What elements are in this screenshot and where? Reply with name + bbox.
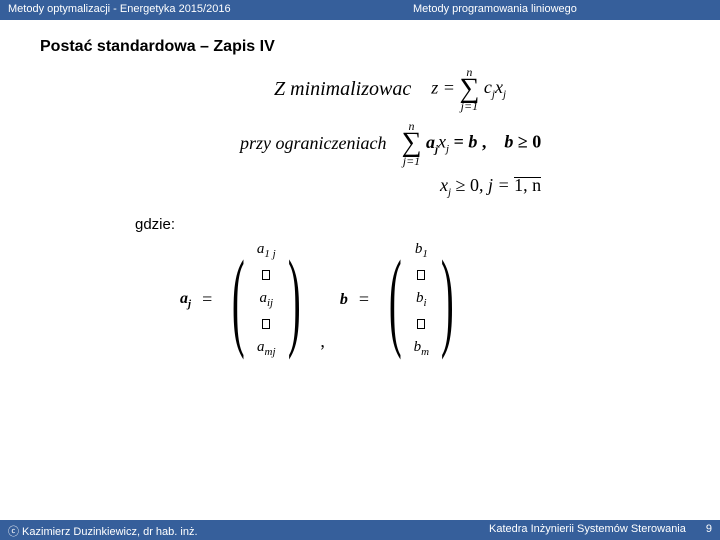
- page-number: 9: [706, 523, 712, 537]
- dots-a-2: [262, 319, 270, 329]
- b-vector: ( b1 bi bm ): [377, 241, 466, 358]
- x-sub: j: [503, 89, 506, 101]
- sum-objective: n ∑ j=1: [459, 66, 479, 112]
- slide-header: Metody optymalizacji - Energetyka 2015/2…: [0, 0, 720, 20]
- range-overline: 1, n: [514, 175, 541, 196]
- right-paren-a: ): [288, 250, 301, 349]
- slide-content: Postać standardowa – Zapis IV Z minimali…: [0, 20, 720, 358]
- footer-left: ⓒ Kazimierz Duzinkiewicz, dr hab. inż.: [8, 523, 198, 537]
- footer-dept: Katedra Inżynierii Systemów Sterowania: [489, 523, 686, 537]
- aj-sub: j: [188, 298, 191, 310]
- geq-zero: ≥ 0,: [456, 175, 488, 195]
- minimize-label: Z minimalizowac: [274, 78, 411, 101]
- sum-bottom: j=1: [461, 100, 478, 112]
- aij-sub: ij: [267, 297, 273, 309]
- b-row-3: bm: [414, 339, 429, 358]
- a-row-1: a1 j: [257, 241, 276, 260]
- range-text: 1, n: [514, 175, 541, 195]
- aj-eq: =: [202, 289, 212, 310]
- dots-a-1: [262, 270, 270, 280]
- x2-sub: j: [446, 143, 449, 155]
- z-eq-text: z =: [431, 77, 455, 97]
- sigma-symbol: ∑: [459, 78, 479, 100]
- amj-sub: mj: [265, 346, 276, 358]
- gdzie-label: gdzie:: [135, 216, 680, 233]
- nonneg-line: xj ≥ 0, j = 1, n: [440, 175, 680, 199]
- a-var: a: [426, 132, 435, 152]
- header-right-text: Metody programowania liniowego: [405, 0, 585, 20]
- aj-a: a: [180, 290, 188, 307]
- sum-term: cjxj: [484, 77, 506, 97]
- b-geq: b ≥ 0: [504, 132, 541, 152]
- eq-b: = b ,: [454, 132, 487, 152]
- header-left-text: Metody optymalizacji - Energetyka 2015/2…: [0, 0, 405, 20]
- a-term: aj: [426, 132, 438, 152]
- sigma-symbol-2: ∑: [401, 132, 421, 154]
- constraint-sum: n ∑ j=1 ajxj = b , b ≥ 0: [401, 120, 541, 166]
- x-nonneg: x: [440, 175, 448, 195]
- a-column: a1 j aij amj: [257, 241, 276, 358]
- a-row-2: aij: [259, 290, 273, 309]
- b-row-2: bi: [416, 290, 427, 309]
- x-nonneg-sub: j: [448, 186, 451, 198]
- c-var: c: [484, 77, 492, 97]
- formula-area: Z minimalizowac z = n ∑ j=1 cjxj przy og…: [40, 66, 680, 358]
- left-paren-a: (: [232, 250, 245, 349]
- aij: a: [259, 290, 267, 306]
- x-var: x: [495, 77, 503, 97]
- aj-vector: ( a1 j aij amj ): [220, 241, 312, 358]
- right-paren-b: ): [441, 250, 454, 349]
- amj: a: [257, 339, 265, 355]
- b1-sub: 1: [422, 248, 428, 260]
- dots-b-1: [417, 270, 425, 280]
- constraints-label: przy ograniczeniach: [240, 133, 386, 154]
- aj-label: aj: [180, 290, 191, 310]
- b-column: b1 bi bm: [414, 241, 429, 358]
- slide-footer: ⓒ Kazimierz Duzinkiewicz, dr hab. inż. K…: [0, 520, 720, 540]
- vectors-block: aj = ( a1 j aij amj ) , b = ( b1: [180, 241, 680, 358]
- b-row-1: b1: [415, 241, 428, 260]
- a-row-3: amj: [257, 339, 276, 358]
- bm-sub: m: [421, 346, 429, 358]
- sum-constraint: n ∑ j=1: [401, 120, 421, 166]
- j-eq: j =: [488, 175, 514, 195]
- objective-line: Z minimalizowac z = n ∑ j=1 cjxj: [100, 66, 680, 112]
- slide-title: Postać standardowa – Zapis IV: [40, 38, 680, 56]
- sum2-bottom: j=1: [403, 155, 420, 167]
- bi-sub: i: [424, 297, 427, 309]
- b-label: b: [340, 291, 348, 309]
- dots-b-2: [417, 319, 425, 329]
- b-eq: =: [359, 289, 369, 310]
- left-paren-b: (: [389, 250, 402, 349]
- a1-sub: 1 j: [264, 248, 275, 260]
- x2-var: x: [438, 132, 446, 152]
- constraints-line: przy ograniczeniach n ∑ j=1 ajxj = b , b…: [240, 120, 680, 166]
- footer-right-group: Katedra Inżynierii Systemów Sterowania 9: [489, 523, 712, 537]
- comma-1: ,: [320, 331, 325, 352]
- bi: b: [416, 290, 424, 306]
- bm: b: [414, 339, 422, 355]
- z-equals: z = n ∑ j=1 cjxj: [431, 66, 506, 112]
